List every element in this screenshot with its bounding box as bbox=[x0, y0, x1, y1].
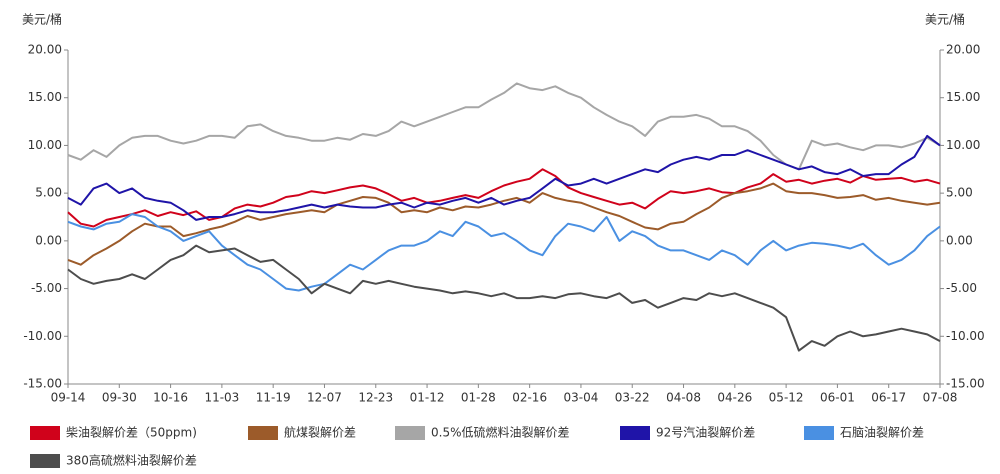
legend-label: 石脑油裂解价差 bbox=[840, 426, 924, 440]
y-tick-label: 20.00 bbox=[28, 43, 62, 57]
x-tick-label: 12-07 bbox=[307, 391, 342, 405]
legend-swatch bbox=[30, 454, 60, 468]
legend-swatch bbox=[30, 426, 60, 440]
legend-swatch bbox=[248, 426, 278, 440]
x-tick-label: 01-12 bbox=[410, 391, 445, 405]
x-tick-label: 02-16 bbox=[512, 391, 547, 405]
y2-tick-label: -5.00 bbox=[946, 281, 977, 295]
x-tick-label: 10-16 bbox=[153, 391, 188, 405]
legend-swatch bbox=[804, 426, 834, 440]
legend-label: 航煤裂解价差 bbox=[284, 425, 356, 440]
y-tick-label: 15.00 bbox=[28, 90, 62, 104]
x-tick-label: 03-22 bbox=[615, 391, 650, 405]
y-tick-label: -10.00 bbox=[23, 329, 62, 343]
x-tick-label: 09-30 bbox=[102, 391, 137, 405]
y2-tick-label: 20.00 bbox=[946, 43, 980, 57]
y2-axis-label: 美元/桶 bbox=[925, 12, 965, 27]
x-tick-label: 04-08 bbox=[666, 391, 701, 405]
series-line bbox=[67, 168, 941, 228]
legend-label: 92号汽油裂解价差 bbox=[656, 425, 755, 440]
legend-swatch bbox=[395, 426, 425, 440]
x-tick-label: 04-26 bbox=[717, 391, 752, 405]
y2-tick-label: 0.00 bbox=[946, 233, 973, 247]
x-tick-label: 07-08 bbox=[923, 391, 958, 405]
series-line bbox=[67, 213, 941, 292]
legend-swatch bbox=[620, 426, 650, 440]
x-tick-label: 01-28 bbox=[461, 391, 496, 405]
series-line bbox=[67, 82, 941, 171]
x-tick-label: 12-23 bbox=[358, 391, 393, 405]
series-line bbox=[67, 182, 941, 266]
y-tick-label: 10.00 bbox=[28, 138, 62, 152]
series-line bbox=[67, 134, 941, 221]
x-tick-label: 11-19 bbox=[256, 391, 291, 405]
legend-label: 380高硫燃料油裂解价差 bbox=[66, 453, 197, 468]
x-tick-label: 11-03 bbox=[204, 391, 239, 405]
series-line bbox=[67, 244, 941, 352]
y-tick-label: -5.00 bbox=[31, 281, 62, 295]
y-tick-label: -15.00 bbox=[23, 377, 62, 391]
y2-tick-label: -10.00 bbox=[946, 329, 985, 343]
y2-tick-label: -15.00 bbox=[946, 377, 985, 391]
y-tick-label: 5.00 bbox=[35, 186, 62, 200]
y2-tick-label: 15.00 bbox=[946, 90, 980, 104]
x-tick-label: 05-12 bbox=[769, 391, 804, 405]
x-tick-label: 09-14 bbox=[51, 391, 86, 405]
legend-label: 柴油裂解价差（50ppm) bbox=[66, 426, 197, 440]
y-tick-label: 0.00 bbox=[35, 233, 62, 247]
legend-label: 0.5%低硫燃料油裂解价差 bbox=[431, 425, 570, 440]
x-tick-label: 06-01 bbox=[820, 391, 855, 405]
y2-tick-label: 5.00 bbox=[946, 186, 973, 200]
y2-tick-label: 10.00 bbox=[946, 138, 980, 152]
x-tick-label: 03-04 bbox=[564, 391, 599, 405]
y-axis-label: 美元/桶 bbox=[22, 12, 62, 27]
x-tick-label: 06-17 bbox=[871, 391, 906, 405]
